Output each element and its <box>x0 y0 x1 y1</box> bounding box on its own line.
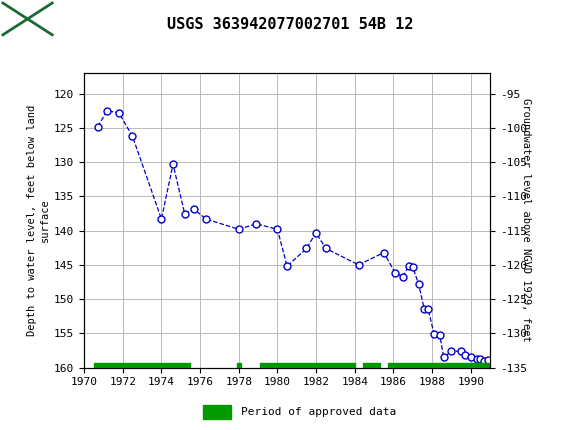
Bar <box>3 3 52 35</box>
Y-axis label: Groundwater level above NGVD 1929, feet: Groundwater level above NGVD 1929, feet <box>521 98 531 342</box>
Y-axis label: Depth to water level, feet below land
surface: Depth to water level, feet below land su… <box>27 105 50 336</box>
Text: USGS 363942077002701 54B 12: USGS 363942077002701 54B 12 <box>167 17 413 32</box>
Text: USGS: USGS <box>61 10 112 28</box>
Bar <box>203 405 231 419</box>
Text: Period of approved data: Period of approved data <box>241 407 397 417</box>
